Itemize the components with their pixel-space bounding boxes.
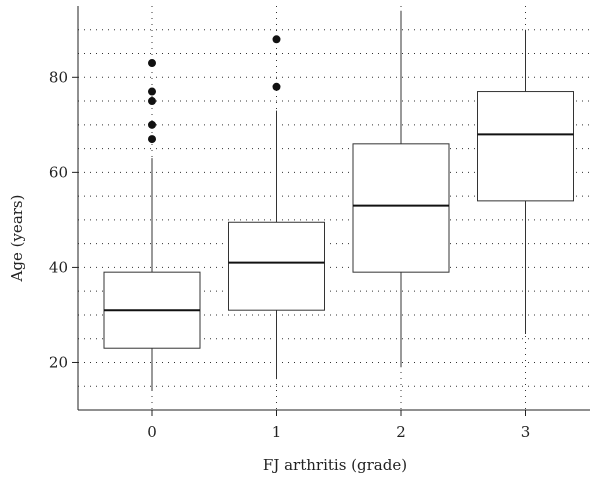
y-tick-label: 20 bbox=[49, 353, 68, 371]
x-axis-title: FJ arthritis (grade) bbox=[263, 456, 407, 474]
box-group bbox=[477, 29, 574, 334]
y-tick-label: 40 bbox=[49, 258, 68, 276]
x-tick-label: 2 bbox=[396, 423, 406, 441]
box-group bbox=[352, 10, 450, 368]
box-iqr bbox=[477, 91, 574, 202]
outlier-point bbox=[148, 135, 156, 144]
outlier-point bbox=[272, 35, 281, 44]
outlier-point bbox=[272, 82, 281, 91]
box-group bbox=[228, 35, 325, 380]
box-iqr bbox=[228, 221, 325, 311]
box-group bbox=[103, 59, 201, 391]
box-series bbox=[103, 10, 574, 391]
x-tick-label: 0 bbox=[147, 423, 157, 441]
grid-lines bbox=[78, 6, 590, 410]
box-iqr bbox=[352, 143, 450, 273]
outlier-point bbox=[148, 120, 156, 129]
axes bbox=[72, 6, 590, 416]
y-axis-title: Age (years) bbox=[8, 195, 26, 283]
tick-labels: 20 40 60 80 0 1 2 3 bbox=[49, 68, 530, 441]
y-tick-label: 60 bbox=[49, 163, 68, 181]
outlier-point bbox=[148, 59, 156, 68]
outlier-point bbox=[148, 97, 156, 106]
outlier-point bbox=[148, 87, 156, 96]
y-tick-label: 80 bbox=[49, 68, 68, 86]
x-tick-label: 3 bbox=[521, 423, 531, 441]
x-tick-label: 1 bbox=[272, 423, 282, 441]
